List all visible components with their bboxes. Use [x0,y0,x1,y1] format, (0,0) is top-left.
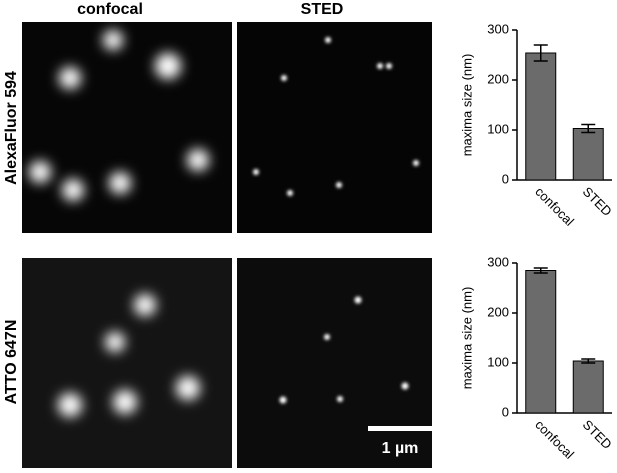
y-tick-label: 0 [502,404,509,419]
y-tick-label: 100 [487,121,509,136]
y-tick-label: 200 [487,304,509,319]
image-confocal-bottom [22,258,232,468]
x-tick-label: confocal [532,417,577,462]
row-title: AlexaFluor 594 [3,71,20,185]
x-tick-label: confocal [532,184,577,229]
y-tick-label: 200 [487,71,509,86]
image-confocal-top [22,22,232,233]
error-bar [581,358,596,364]
error-bar [533,267,548,274]
image-sted-bottom: 1 µm [237,258,432,468]
x-tick-label: STED [580,184,615,219]
x-tick-label: STED [580,417,615,452]
bar [525,270,557,414]
column-title: confocal [77,1,143,18]
scale-bar-label: 1 µm [382,440,419,457]
error-bar [581,123,596,134]
error-bar [533,44,548,62]
bar [572,128,604,181]
image-sted-top [237,22,432,233]
y-tick-label: 300 [487,254,509,269]
y-axis-label: maxima size (nm) [459,54,474,157]
y-axis-label: maxima size (nm) [459,287,474,390]
bar [572,360,604,414]
scale-bar [368,426,432,431]
y-tick-label: 300 [487,21,509,36]
y-tick-label: 100 [487,354,509,369]
bar [525,52,557,181]
row-title: ATTO 647N [3,320,20,405]
column-title: STED [301,1,344,18]
y-tick-label: 0 [502,171,509,186]
